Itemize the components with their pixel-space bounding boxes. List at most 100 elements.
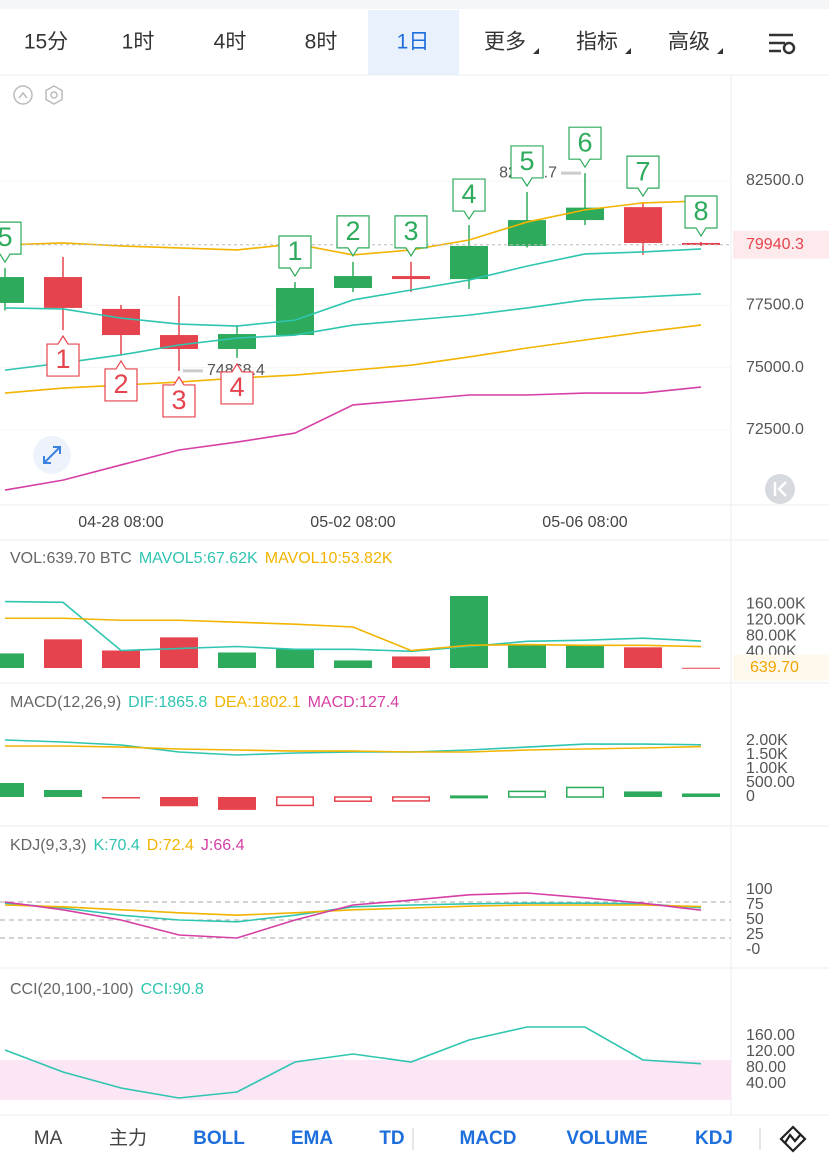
td-box [452,178,486,221]
td-number: 7 [635,156,650,186]
indicator-tab[interactable]: TD [379,1128,404,1149]
timeframe-tab[interactable]: 15分 [24,31,68,54]
td-number: 4 [461,179,476,209]
candle-body [276,288,314,336]
indicator-tab[interactable]: MA [34,1128,63,1149]
volume-bar [566,644,604,668]
indicator-tab[interactable]: KDJ [695,1128,733,1149]
candle-body [160,335,198,349]
dropdown-arrow [717,48,723,54]
y-tick-label: 160.00 [746,1027,795,1044]
volume-bar [450,595,488,668]
y-tick-label: 120.00K [746,611,806,628]
candle-body [44,277,82,308]
macd-bar [44,790,82,798]
kdj-line [4,902,702,923]
candle-body [450,245,488,280]
volume-label: 639.70 [750,659,799,676]
candle-body [508,220,546,246]
timeframe-tab[interactable]: 更多 [484,31,526,54]
y-tick-label: 40.00 [746,1075,786,1092]
td-number: 4 [229,372,244,402]
candle-body [102,308,140,336]
legend-label: MAVOL5:67.62K [139,550,258,567]
legend-label: J:66.4 [201,837,245,854]
candle-body [682,242,720,245]
legend-label: KDJ(9,3,3) [10,837,86,854]
y-tick-label: 160.00K [746,596,806,613]
legend-label: MAVOL10:53.82K [265,550,393,567]
volume-bar [102,650,140,668]
jump-latest-button[interactable] [765,474,795,504]
indicator-tab[interactable]: BOLL [193,1128,245,1149]
timeframe-tab[interactable]: 高级 [668,31,710,54]
status-strip [0,0,829,9]
y-tick-label: 75 [746,896,764,913]
candle-body [566,207,604,221]
moving-average [4,248,702,327]
td-box [684,195,718,238]
volume-bar [44,639,82,668]
timeframe-tab[interactable]: 4时 [214,31,247,54]
td-number: 8 [693,196,708,226]
macd-line [4,739,702,756]
macd-bar [218,797,256,810]
y-tick-label: 75000.0 [746,359,804,376]
volume-bar [334,660,372,668]
candle-body [334,276,372,289]
td-number: 3 [403,216,418,246]
macd-bar [624,791,662,798]
td-number: 2 [345,216,360,246]
y-tick-label: 1.50K [746,746,788,763]
td-number: 5 [0,222,13,252]
indicator-tab[interactable]: 主力 [109,1127,147,1149]
macd-bar [160,797,198,807]
td-box [510,145,544,188]
cci-line [4,1026,702,1099]
x-tick-label: 05-06 08:00 [542,514,628,531]
macd-bar [276,796,314,807]
candle-body [218,334,256,349]
macd-bar [682,793,720,798]
candle-body [392,276,430,280]
y-tick-label: 77500.0 [746,297,804,314]
macd-bar [566,786,604,798]
last-price-label: 79940.3 [746,236,804,253]
cci-band [0,1060,731,1100]
timeframe-tab[interactable]: 指标 [576,31,618,54]
legend-label: K:70.4 [93,837,139,854]
y-tick-label: 100 [746,881,773,898]
kdj-line [4,904,702,917]
macd-bar [102,797,140,799]
kdj-line [4,892,702,939]
timeframe-tab[interactable]: 8时 [305,31,338,54]
settings-icon[interactable] [769,33,796,55]
dropdown-arrow [533,48,539,54]
macd-line [5,745,702,753]
td-number: 1 [287,236,302,266]
last-price-bg [733,230,829,259]
y-tick-label: 500.00 [746,774,795,791]
y-tick-label: 80.00K [746,627,797,644]
indicator-tab[interactable]: VOLUME [566,1128,647,1149]
expand-button[interactable] [33,436,71,474]
timeframe-tab[interactable]: 1时 [122,31,155,54]
macd-bar [334,796,372,802]
td-number: 6 [577,127,592,157]
candle-body [0,277,24,303]
volume-average [5,617,702,652]
legend-label: VOL:639.70 BTC [10,550,132,567]
macd-bar [392,796,430,802]
indicator-tab[interactable]: EMA [291,1128,334,1149]
timeframe-tab[interactable]: 1日 [397,31,430,54]
indicator-tab[interactable]: MACD [460,1128,517,1149]
active-tab-bg [368,10,459,75]
legend-label: CCI(20,100,-100) [10,981,134,998]
td-box [394,215,428,258]
td-box [162,375,196,418]
panel-icons[interactable] [13,85,63,105]
y-tick-label: 25 [746,926,764,943]
y-tick-label: 120.00 [746,1043,795,1060]
drawing-icon[interactable] [779,1125,807,1153]
y-tick-label: 0 [746,788,755,805]
